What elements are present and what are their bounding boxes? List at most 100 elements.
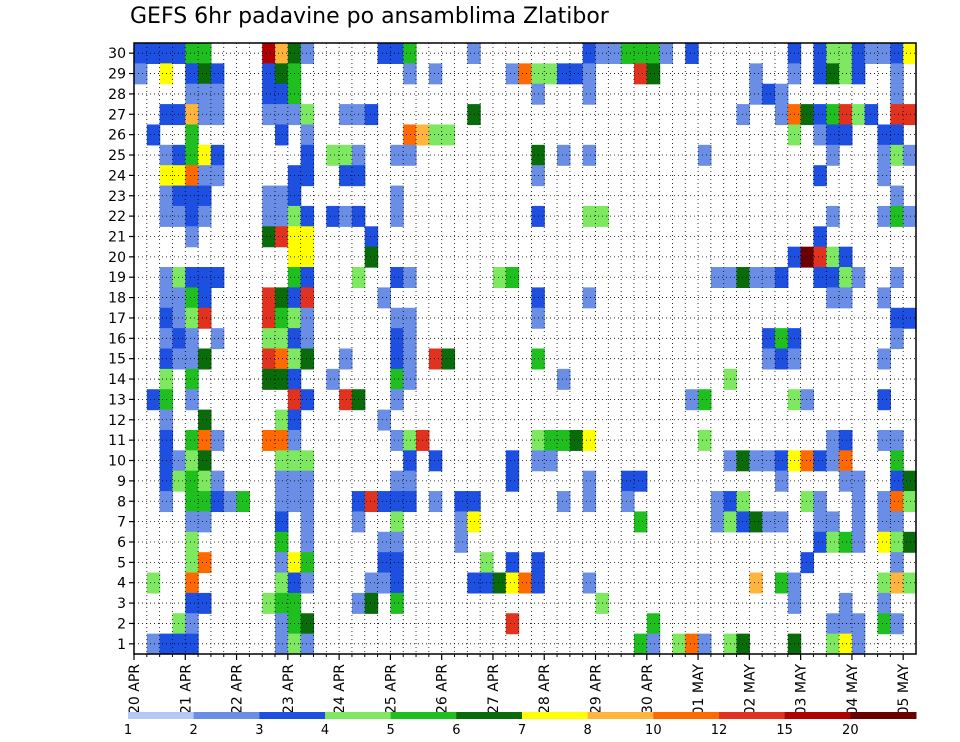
heatmap-cell xyxy=(326,205,340,227)
heatmap-cell xyxy=(839,124,853,146)
heatmap-cell xyxy=(275,124,289,146)
heatmap-cell xyxy=(877,205,891,227)
heatmap-cell xyxy=(185,307,199,329)
y-tick-label: 9 xyxy=(117,474,126,490)
heatmap-cell xyxy=(557,63,571,85)
x-tick-label: 26 APR xyxy=(435,664,451,714)
legend-swatch xyxy=(193,712,260,719)
y-tick-label: 11 xyxy=(108,433,126,449)
heatmap-cell xyxy=(339,144,353,166)
heatmap-cell xyxy=(505,267,520,288)
heatmap-cell xyxy=(621,43,635,64)
x-tick-label: 01 MAY xyxy=(691,664,707,716)
heatmap-cell xyxy=(210,165,225,187)
heatmap-cell xyxy=(557,368,571,390)
heatmap-cell xyxy=(813,267,827,288)
heatmap-cell xyxy=(890,328,904,350)
heatmap-cell xyxy=(198,63,212,85)
heatmap-cell xyxy=(198,185,212,207)
heatmap-cell xyxy=(813,124,827,146)
heatmap-cell xyxy=(403,348,417,370)
heatmap-cell xyxy=(275,531,289,553)
x-tick-label: 27 APR xyxy=(486,664,502,714)
heatmap-cell xyxy=(890,552,904,574)
y-tick-label: 28 xyxy=(108,87,126,103)
heatmap-cell xyxy=(890,104,904,126)
heatmap-cell xyxy=(441,124,456,146)
heatmap-cell xyxy=(685,633,699,655)
heatmap-cell xyxy=(198,83,212,105)
heatmap-cell xyxy=(441,348,456,370)
heatmap-cell xyxy=(403,63,417,85)
legend-swatch xyxy=(653,712,720,719)
heatmap-cell xyxy=(774,267,789,288)
heatmap-cell xyxy=(185,104,199,126)
heatmap-cell xyxy=(890,267,904,288)
heatmap-cell xyxy=(377,491,391,513)
heatmap-cell xyxy=(146,572,161,594)
heatmap-cell xyxy=(275,83,289,105)
y-tick-label: 10 xyxy=(108,454,126,470)
heatmap-cell xyxy=(339,389,353,411)
heatmap-cell xyxy=(146,633,161,655)
heatmap-cell xyxy=(839,613,853,635)
heatmap-cell xyxy=(877,491,891,513)
heatmap-cell xyxy=(877,43,891,64)
heatmap-cell xyxy=(403,450,417,472)
heatmap-cell xyxy=(326,144,340,166)
heatmap-cell xyxy=(403,267,417,288)
heatmap-cell xyxy=(185,511,199,533)
heatmap-cell xyxy=(736,267,750,288)
heatmap-cell xyxy=(339,348,353,370)
heatmap-cell xyxy=(210,470,225,492)
heatmap-cell xyxy=(185,470,199,492)
heatmap-cell xyxy=(646,43,661,64)
heatmap-cell xyxy=(800,450,815,472)
heatmap-cell xyxy=(736,511,750,533)
heatmap-cell xyxy=(403,368,417,390)
heatmap-cell xyxy=(364,491,379,513)
heatmap-cell xyxy=(774,104,789,126)
heatmap-cell xyxy=(300,531,315,553)
heatmap-cell xyxy=(390,267,404,288)
heatmap-cell xyxy=(839,592,853,614)
legend-swatch xyxy=(259,712,326,719)
x-tick-label: 25 APR xyxy=(383,664,399,714)
heatmap-cell xyxy=(172,328,186,350)
heatmap-cell xyxy=(903,43,917,64)
heatmap-cell xyxy=(890,205,904,227)
heatmap-cell xyxy=(774,348,789,370)
heatmap-cell xyxy=(813,491,827,513)
heatmap-cell xyxy=(903,144,917,166)
heatmap-cell xyxy=(275,552,289,574)
y-tick-label: 12 xyxy=(108,413,126,429)
heatmap-cell xyxy=(275,429,289,451)
heatmap-cell xyxy=(275,185,289,207)
heatmap-cell xyxy=(710,267,725,288)
heatmap-cell xyxy=(262,429,276,451)
heatmap-cell xyxy=(903,531,917,553)
heatmap-cell xyxy=(903,470,917,492)
y-tick-label: 25 xyxy=(108,148,126,164)
heatmap-cell xyxy=(890,470,904,492)
heatmap-cell xyxy=(839,450,853,472)
heatmap-cell xyxy=(839,531,853,553)
heatmap-cell xyxy=(300,144,315,166)
heatmap-cell xyxy=(210,429,225,451)
heatmap-cell xyxy=(813,226,827,248)
heatmap-cell xyxy=(390,552,404,574)
y-tick-label: 26 xyxy=(108,128,126,144)
heatmap-cell xyxy=(185,328,199,350)
heatmap-cell xyxy=(198,511,212,533)
heatmap-cell xyxy=(813,511,827,533)
heatmap-cell xyxy=(300,328,315,350)
heatmap-cell xyxy=(403,470,417,492)
heatmap-cell xyxy=(826,43,840,64)
heatmap-cell xyxy=(749,511,763,533)
heatmap-cell xyxy=(300,572,315,594)
heatmap-cell xyxy=(633,63,648,85)
heatmap-cell xyxy=(275,511,289,533)
heatmap-cell xyxy=(774,83,789,105)
heatmap-cell xyxy=(262,104,276,126)
x-tick-label: 24 APR xyxy=(332,664,348,714)
